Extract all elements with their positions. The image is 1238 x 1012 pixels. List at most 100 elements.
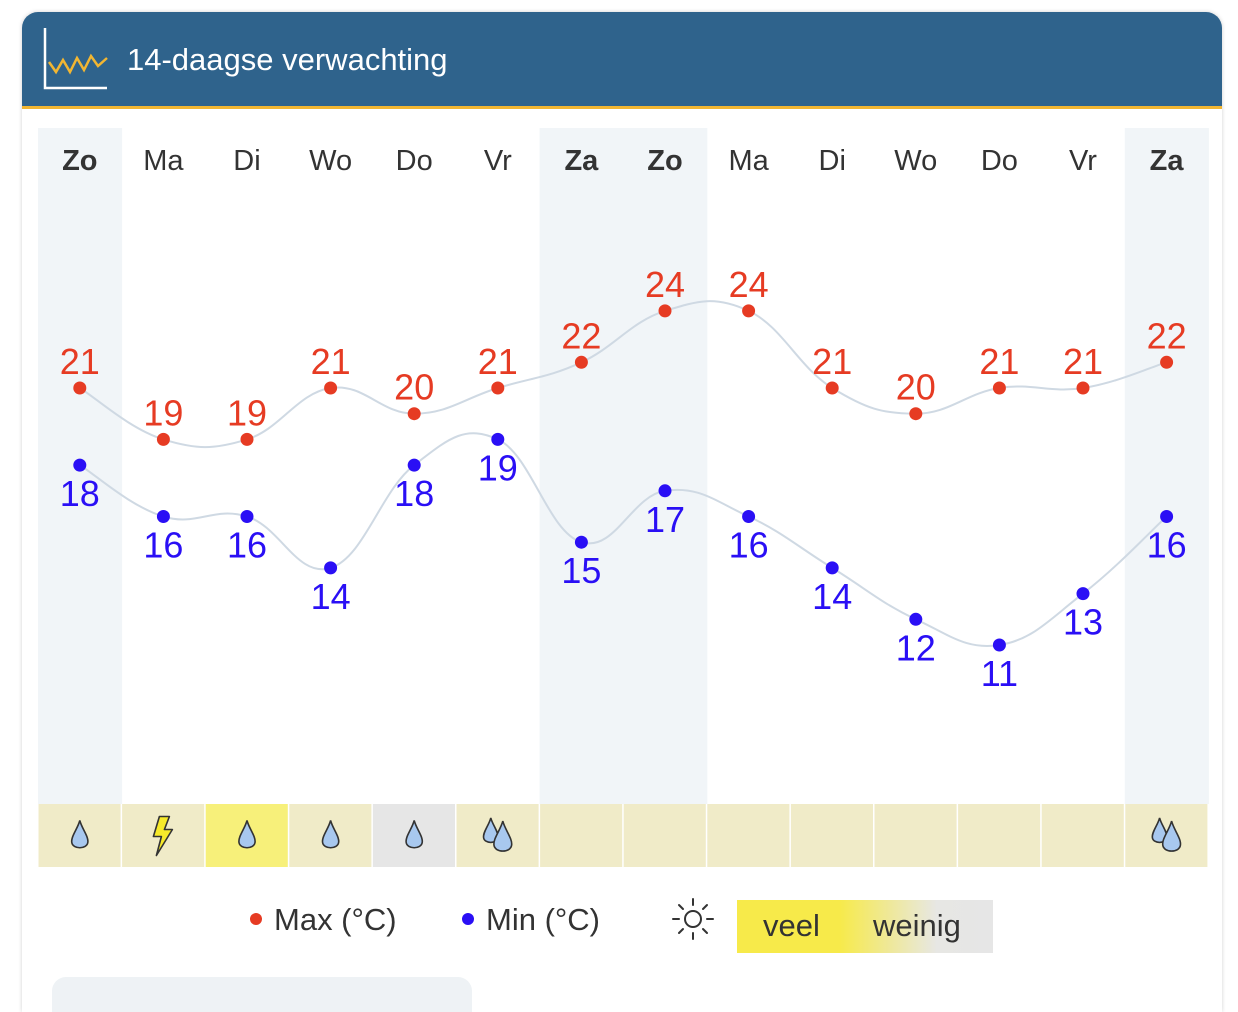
max-temp-label: 20 <box>394 367 434 408</box>
max-temp-point <box>407 407 421 421</box>
max-temp-label: 20 <box>896 367 936 408</box>
day-label: Zo <box>647 145 682 177</box>
max-temp-point <box>992 381 1006 395</box>
min-temp-point <box>574 535 588 549</box>
min-temp-point <box>240 510 254 523</box>
min-temp-label: 14 <box>812 576 852 617</box>
max-temp-point <box>73 381 87 395</box>
day-label: Vr <box>484 145 512 177</box>
max-temp-point <box>909 407 923 421</box>
min-temp-point <box>825 561 839 575</box>
min-temp-label: 16 <box>1147 525 1187 566</box>
legend-min: Min (°C) <box>462 900 600 940</box>
lightning-icon <box>152 815 174 857</box>
double-drop-icon <box>1151 817 1168 844</box>
max-temp-label: 24 <box>729 264 769 305</box>
min-temp-point <box>658 484 672 498</box>
sunshine-cell <box>958 804 1041 867</box>
max-temp-label: 21 <box>311 341 351 382</box>
day-label: Do <box>396 145 433 177</box>
weekend-column <box>539 128 624 804</box>
double-drop-icon <box>482 817 499 844</box>
max-temp-point <box>156 432 170 446</box>
legend-min-label: Min (°C) <box>486 902 600 937</box>
min-temp-label: 11 <box>981 653 1018 694</box>
chart-legend: Max (°C) Min (°C) veel weinig <box>22 892 1222 953</box>
min-temp-label: 17 <box>645 499 685 540</box>
next-section-tab[interactable] <box>52 977 472 1012</box>
min-temp-point <box>742 510 756 523</box>
min-temp-label: 13 <box>1063 602 1103 643</box>
day-label: Zo <box>62 145 97 177</box>
sunshine-cell <box>874 804 957 867</box>
drop-icon <box>405 820 424 849</box>
max-temp-point <box>658 304 672 318</box>
legend-max: Max (°C) <box>250 900 397 940</box>
sunshine-cell <box>790 804 873 867</box>
sunshine-cell <box>623 804 706 867</box>
day-label: Do <box>981 145 1018 177</box>
day-label: Ma <box>143 145 184 177</box>
max-temp-point <box>1076 381 1090 395</box>
day-label: Za <box>564 145 599 177</box>
drop-icon <box>321 820 340 849</box>
temperature-chart: Zo Ma Di Wo Do Vr Za Zo Ma Di Wo Do Vr Za 21 19 19 21 20 21… <box>38 128 1209 867</box>
min-temp-point <box>73 458 87 472</box>
max-temp-label: 21 <box>812 341 852 382</box>
temperature-graph-icon <box>43 28 108 90</box>
max-temp-label: 19 <box>227 392 267 433</box>
min-temp-label: 16 <box>729 525 769 566</box>
min-temp-label: 19 <box>478 447 518 488</box>
sunshine-veel-label: veel <box>763 908 820 943</box>
min-temp-point <box>909 612 923 626</box>
min-temp-point <box>1160 510 1174 523</box>
min-temp-label: 16 <box>227 525 267 566</box>
legend-max-label: Max (°C) <box>274 902 397 937</box>
min-temp-line <box>79 432 1168 647</box>
min-temp-label: 14 <box>311 576 351 617</box>
max-temp-point <box>574 355 588 369</box>
day-label: Ma <box>728 145 769 177</box>
weekend-column <box>1124 128 1209 804</box>
day-label: Di <box>233 145 260 177</box>
max-temp-point <box>742 304 756 318</box>
max-temp-label: 22 <box>561 315 601 356</box>
min-temp-point <box>491 432 505 446</box>
sunshine-cell <box>707 804 790 867</box>
drop-icon <box>70 820 89 849</box>
min-temp-label: 18 <box>60 473 100 514</box>
min-temp-point <box>407 458 421 472</box>
day-label: Za <box>1150 145 1185 177</box>
min-temp-label: 12 <box>896 627 936 668</box>
max-temp-point <box>240 432 254 446</box>
min-temp-point <box>992 638 1006 652</box>
double-drop-icon <box>493 820 513 852</box>
sun-icon <box>672 898 714 940</box>
max-temp-label: 21 <box>979 341 1019 382</box>
max-temp-label: 24 <box>645 264 685 305</box>
sunshine-weinig-label: weinig <box>873 908 961 943</box>
max-temp-line <box>79 300 1167 449</box>
weekend-column <box>623 128 708 804</box>
max-temp-label: 19 <box>143 392 183 433</box>
min-temp-point <box>156 510 170 523</box>
legend-max-dot <box>250 912 262 925</box>
max-temp-point <box>825 381 839 395</box>
min-temp-label: 16 <box>143 525 183 566</box>
min-temp-label: 18 <box>394 473 434 514</box>
max-temp-point <box>491 381 505 395</box>
sunshine-cell <box>540 804 623 867</box>
day-label: Vr <box>1069 145 1097 177</box>
card-title: 14-daagse verwachting <box>127 42 448 77</box>
drop-icon <box>238 820 256 849</box>
legend-min-dot <box>462 912 474 925</box>
max-temp-label: 21 <box>1063 341 1103 382</box>
max-temp-point <box>1160 355 1174 369</box>
day-label: Wo <box>894 145 937 177</box>
max-temp-point <box>324 381 338 395</box>
sunshine-cell <box>1041 804 1124 867</box>
max-temp-label: 21 <box>478 341 518 382</box>
min-temp-point <box>324 561 338 575</box>
forecast-card: 14-daagse verwachting Zo Ma Di Wo Do Vr Za Zo Ma… <box>22 12 1222 1012</box>
double-drop-icon <box>1161 820 1182 852</box>
